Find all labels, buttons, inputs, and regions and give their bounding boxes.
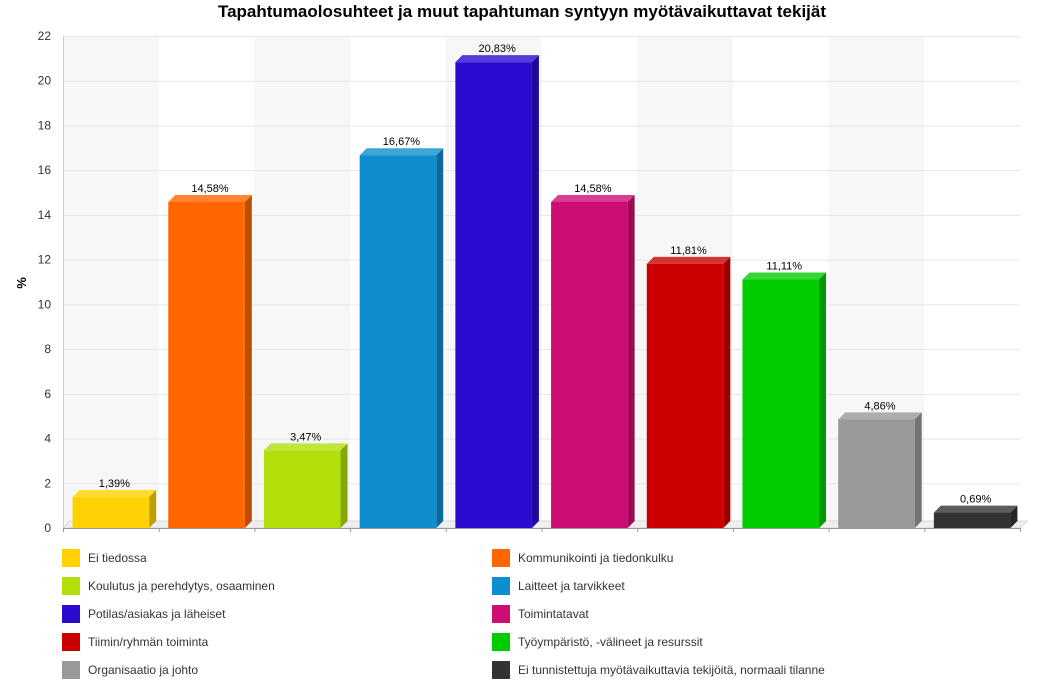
bar-top bbox=[168, 194, 252, 202]
bar-top bbox=[838, 412, 922, 420]
y-tick-label: 2 bbox=[44, 476, 51, 490]
bar-group: 11,81% bbox=[646, 245, 731, 528]
data-label: 14,58% bbox=[574, 183, 612, 195]
bar bbox=[263, 450, 341, 528]
legend-label: Laitteet ja tarvikkeet bbox=[518, 579, 625, 593]
bar-group: 11,11% bbox=[742, 261, 827, 528]
legend-swatch bbox=[62, 577, 80, 595]
data-label: 11,11% bbox=[766, 261, 802, 273]
data-label: 16,67% bbox=[383, 136, 421, 148]
plot-area: 0 2 4 6 8 10 12 14 16 18 20 22 1,39% 14,58% 3,47% 16,67… bbox=[38, 29, 1029, 535]
bar bbox=[933, 512, 1011, 528]
bar bbox=[455, 62, 532, 528]
legend-item[interactable]: Ei tiedossa bbox=[62, 548, 147, 568]
legend-swatch bbox=[492, 549, 510, 567]
bar bbox=[646, 263, 724, 528]
legend-label: Ei tunnistettuja myötävaikuttavia tekijö… bbox=[518, 663, 825, 677]
y-tick-label: 14 bbox=[38, 208, 52, 222]
bar-top bbox=[742, 272, 827, 280]
legend-swatch bbox=[492, 661, 510, 679]
bar-top bbox=[551, 194, 635, 202]
y-tick-label: 16 bbox=[38, 163, 52, 177]
bar-top bbox=[359, 148, 444, 156]
bar-group: 20,83% bbox=[455, 43, 539, 528]
bar-group: 14,58% bbox=[551, 183, 635, 529]
bar-group: 0,69% bbox=[933, 494, 1018, 528]
legend-label: Toimintatavat bbox=[518, 607, 589, 621]
bar-side bbox=[340, 443, 348, 528]
legend-label: Ei tiedossa bbox=[88, 551, 147, 565]
bar-side bbox=[149, 489, 157, 528]
bar-top bbox=[263, 443, 348, 451]
legend-swatch bbox=[492, 605, 510, 623]
legend-item[interactable]: Toimintatavat bbox=[492, 604, 589, 624]
data-label: 4,86% bbox=[864, 400, 895, 412]
data-label: 3,47% bbox=[290, 431, 321, 443]
bar-side bbox=[914, 412, 922, 528]
legend-swatch bbox=[62, 549, 80, 567]
bar bbox=[742, 279, 820, 528]
data-label: 11,81% bbox=[670, 245, 707, 257]
legend-label: Organisaatio ja johto bbox=[88, 663, 199, 677]
bar-side bbox=[627, 194, 635, 529]
y-tick-label: 8 bbox=[44, 342, 51, 356]
legend-label: Kommunikointi ja tiedonkulku bbox=[518, 551, 674, 565]
y-axis-label: % bbox=[14, 277, 29, 289]
legend-swatch bbox=[62, 605, 80, 623]
legend-label: Työympäristö, -välineet ja resurssit bbox=[518, 635, 703, 649]
legend-item[interactable]: Potilas/asiakas ja läheiset bbox=[62, 604, 225, 624]
bar-side bbox=[531, 55, 539, 528]
bar bbox=[359, 155, 437, 528]
bar bbox=[838, 419, 915, 528]
bar-group: 16,67% bbox=[359, 136, 444, 528]
bar-group: 1,39% bbox=[72, 478, 157, 528]
legend-item[interactable]: Ei tunnistettuja myötävaikuttavia tekijö… bbox=[492, 660, 825, 680]
chart-title: Tapahtumaolosuhteet ja muut tapahtuman s… bbox=[218, 2, 826, 21]
y-tick-label: 4 bbox=[44, 432, 51, 446]
bar-side bbox=[723, 256, 731, 528]
data-label: 0,69% bbox=[960, 494, 991, 506]
legend-swatch bbox=[492, 577, 510, 595]
y-tick-label: 12 bbox=[38, 253, 52, 267]
data-label: 1,39% bbox=[99, 478, 130, 490]
bar-top bbox=[933, 505, 1018, 513]
bar-top bbox=[646, 256, 731, 264]
bar bbox=[551, 201, 628, 529]
legend-item[interactable]: Laitteet ja tarvikkeet bbox=[492, 576, 625, 596]
y-tick-label: 10 bbox=[38, 297, 52, 311]
bar-side bbox=[436, 148, 444, 528]
legend-item[interactable]: Organisaatio ja johto bbox=[62, 660, 198, 680]
bar-top bbox=[455, 55, 539, 63]
legend-item[interactable]: Koulutus ja perehdytys, osaaminen bbox=[62, 576, 275, 596]
y-tick-label: 18 bbox=[38, 118, 52, 132]
bar-top bbox=[72, 489, 157, 497]
bar-group: 3,47% bbox=[263, 431, 348, 528]
bar bbox=[72, 496, 150, 528]
y-tick-label: 6 bbox=[44, 387, 51, 401]
data-label: 14,58% bbox=[191, 183, 229, 195]
legend-label: Potilas/asiakas ja läheiset bbox=[88, 607, 226, 621]
bar-side bbox=[819, 272, 827, 528]
legend-item[interactable]: Kommunikointi ja tiedonkulku bbox=[492, 548, 673, 568]
background-band bbox=[63, 36, 159, 528]
legend-item[interactable]: Tiimin/ryhmän toiminta bbox=[62, 632, 208, 652]
legend-item[interactable]: Työympäristö, -välineet ja resurssit bbox=[492, 632, 703, 652]
legend-label: Koulutus ja perehdytys, osaaminen bbox=[88, 579, 275, 593]
bar-side bbox=[1010, 505, 1018, 528]
legend-swatch bbox=[492, 633, 510, 651]
bar bbox=[168, 201, 245, 529]
y-tick-label: 0 bbox=[44, 521, 51, 535]
bar-group: 4,86% bbox=[838, 400, 922, 528]
bar-group: 14,58% bbox=[168, 183, 252, 529]
legend-swatch bbox=[62, 661, 80, 679]
legend-swatch bbox=[62, 633, 80, 651]
legend-label: Tiimin/ryhmän toiminta bbox=[88, 635, 209, 649]
data-label: 20,83% bbox=[478, 43, 516, 55]
bar-side bbox=[244, 194, 252, 529]
y-tick-label: 20 bbox=[38, 74, 52, 88]
y-tick-label: 22 bbox=[38, 29, 52, 43]
